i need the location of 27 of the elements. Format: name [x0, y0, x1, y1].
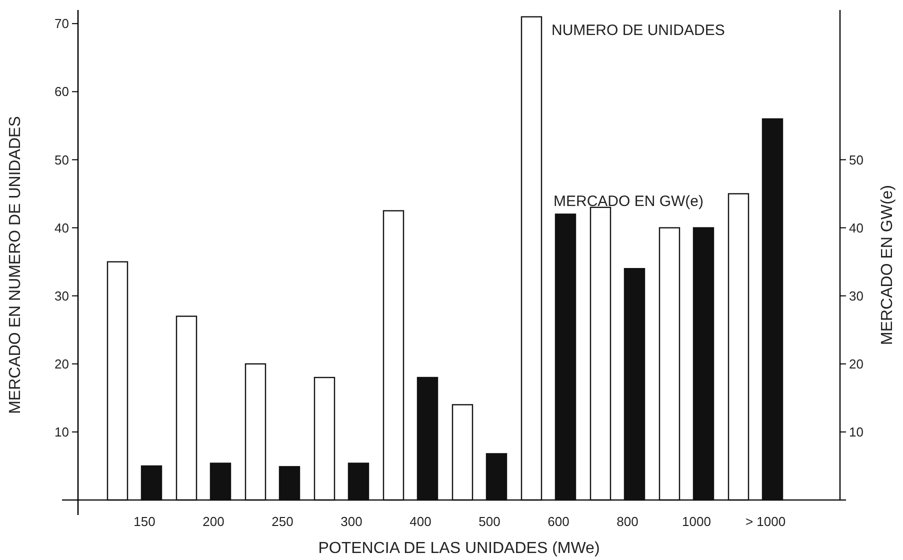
- y2-axis-title: MERCADO EN GW(e): [879, 185, 896, 345]
- y-tick-label: 40: [54, 220, 69, 236]
- series-label: NUMERO DE UNIDADES: [552, 22, 725, 39]
- x-tick-label: 150: [134, 514, 156, 529]
- x-tick-label: 300: [340, 514, 362, 529]
- y2-tick-label: 20: [849, 356, 864, 372]
- x-tick-label: 800: [616, 514, 638, 529]
- x-axis-title: POTENCIA DE LAS UNIDADES (MWe): [318, 540, 600, 557]
- y2-tick-label: 40: [849, 220, 864, 236]
- x-tick-label: 200: [202, 514, 224, 529]
- x-tick-label: 250: [272, 514, 294, 529]
- y2-tick-label: 30: [849, 288, 864, 304]
- x-tick-label: 1000: [682, 514, 711, 529]
- series-label: MERCADO EN GW(e): [554, 193, 704, 210]
- y-tick-label: 20: [54, 356, 69, 372]
- x-tick-label: 400: [410, 514, 432, 529]
- y-tick-label: 30: [54, 288, 69, 304]
- y-tick-label: 60: [54, 84, 69, 100]
- y2-tick-label: 50: [849, 152, 864, 168]
- x-tick-label: > 1000: [745, 514, 786, 529]
- y-tick-label: 70: [54, 16, 69, 32]
- y-tick-label: 10: [54, 424, 69, 440]
- x-tick-label: 600: [548, 514, 570, 529]
- y2-tick-label: 10: [849, 424, 864, 440]
- y-axis-title: MERCADO EN NUMERO DE UNIDADES: [7, 116, 24, 414]
- y-tick-label: 50: [54, 152, 69, 168]
- x-tick-label: 500: [478, 514, 500, 529]
